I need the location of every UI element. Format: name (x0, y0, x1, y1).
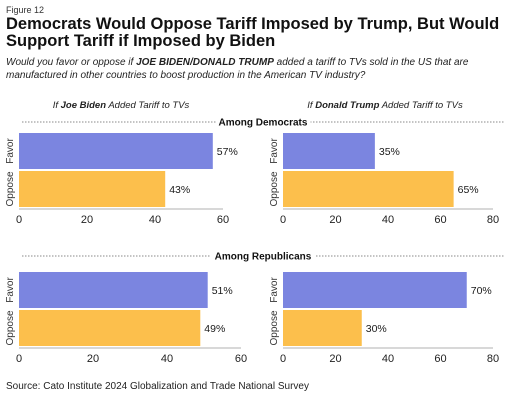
section-democrats-label-bg (215, 115, 311, 129)
panel-1-tick-40: 40 (149, 214, 161, 226)
panel-title-biden: If Joe Biden Added Tariff to TVs (53, 100, 190, 111)
panel-1-data-label-oppose: 43% (169, 184, 190, 196)
panel-2-bar-favor (283, 133, 375, 169)
panel-2-tick-80: 80 (487, 214, 499, 226)
panel-4-tick-20: 20 (329, 353, 341, 365)
panel-3-bar-favor (19, 272, 208, 308)
panel-4-tick-80: 80 (487, 353, 499, 365)
panel-2-bar-oppose (283, 171, 454, 207)
panel-4-data-label-favor: 70% (471, 285, 492, 297)
panel-4-tick-0: 0 (280, 353, 286, 365)
source-note: Source: Cato Institute 2024 Globalizatio… (6, 381, 309, 392)
subtitle-after: added a tariff to TVs sold in the US tha… (6, 57, 469, 81)
panel-2-data-label-favor: 35% (379, 146, 400, 158)
panel-3-tick-20: 20 (87, 353, 99, 365)
panel-4-bar-favor (283, 272, 467, 308)
panel-1-category-oppose: Oppose (5, 171, 16, 206)
panel-4-category-oppose: Oppose (269, 310, 280, 345)
section-republicans-title: Among Republicans (215, 252, 312, 263)
panel-2-category-favor: Favor (269, 138, 280, 164)
panel-4-bar-oppose (283, 310, 362, 346)
panel-4-tick-40: 40 (382, 353, 394, 365)
panel-3-tick-40: 40 (161, 353, 173, 365)
panel-title-trump: If Donald Trump Added Tariff to TVs (307, 100, 463, 111)
panel-2-category-oppose: Oppose (269, 171, 280, 206)
subtitle-before: Would you favor or oppose if (6, 57, 137, 68)
subtitle-names: JOE BIDEN/DONALD TRUMP (136, 57, 274, 68)
panel-3-bar-oppose (19, 310, 201, 346)
panel-1-tick-20: 20 (81, 214, 93, 226)
section-democrats-title: Among Democrats (219, 118, 308, 129)
panel-3-tick-60: 60 (235, 353, 247, 365)
panel-1-bar-oppose (19, 171, 166, 207)
panel-1-category-favor: Favor (5, 138, 16, 164)
panel-2-tick-60: 60 (434, 214, 446, 226)
panel-2-tick-20: 20 (329, 214, 341, 226)
panel-4-category-favor: Favor (269, 277, 280, 303)
panel-1-bar-favor (19, 133, 213, 169)
panel-2-data-label-oppose: 65% (458, 184, 479, 196)
panel-3-category-oppose: Oppose (5, 310, 16, 345)
panel-4-data-label-oppose: 30% (366, 323, 387, 335)
panel-2-tick-40: 40 (382, 214, 394, 226)
panel-3-data-label-oppose: 49% (204, 323, 225, 335)
figure-label: Figure 12 (6, 5, 45, 15)
panel-3-tick-0: 0 (16, 353, 22, 365)
panel-2-tick-0: 0 (280, 214, 286, 226)
panel-1-tick-60: 60 (217, 214, 229, 226)
chart-subtitle: Would you favor or oppose if JOE BIDEN/D… (6, 56, 512, 82)
panel-3-data-label-favor: 51% (212, 285, 233, 297)
panel-4-tick-60: 60 (434, 353, 446, 365)
chart-title: Democrats Would Oppose Tariff Imposed by… (6, 15, 500, 50)
panel-3-category-favor: Favor (5, 277, 16, 303)
panel-1-tick-0: 0 (16, 214, 22, 226)
section-republicans-label-bg (210, 249, 316, 263)
panel-1-data-label-favor: 57% (217, 146, 238, 158)
